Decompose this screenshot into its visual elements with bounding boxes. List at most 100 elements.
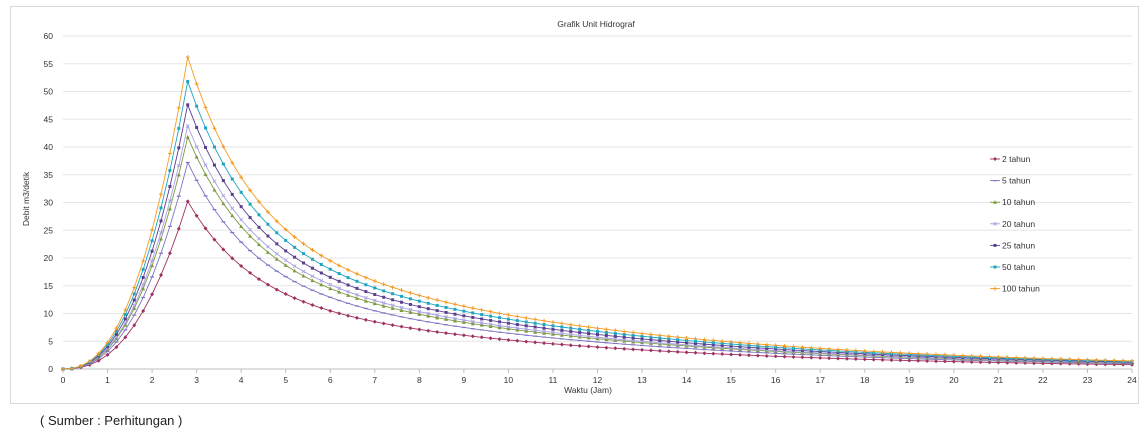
data-point (408, 310, 413, 314)
data-point (596, 332, 599, 336)
data-point (533, 325, 537, 329)
data-point (559, 333, 564, 337)
data-point (337, 286, 342, 291)
data-point (114, 329, 118, 333)
data-point (827, 346, 832, 351)
data-point (1049, 356, 1054, 361)
data-point (302, 252, 306, 256)
data-point (853, 357, 858, 362)
data-point (354, 271, 359, 276)
data-point (649, 338, 653, 342)
data-point (212, 187, 217, 192)
data-point (515, 338, 520, 343)
data-point (542, 341, 547, 346)
data-point (426, 307, 430, 311)
data-point (328, 282, 333, 287)
data-point (675, 335, 680, 340)
data-point (274, 251, 279, 256)
data-point (372, 301, 377, 306)
data-point (114, 326, 119, 331)
data-point (720, 341, 724, 345)
data-point (764, 342, 769, 347)
data-point (596, 329, 599, 333)
data-point (176, 172, 181, 177)
data-point (515, 323, 519, 327)
data-point (444, 300, 449, 305)
data-point (292, 264, 297, 269)
data-point (364, 290, 368, 294)
data-point (648, 341, 653, 345)
data-point (578, 331, 582, 335)
data-point (461, 318, 466, 323)
data-point (1112, 358, 1117, 363)
data-point (310, 266, 314, 270)
data-point (613, 346, 618, 351)
data-point (301, 269, 306, 274)
data-point (132, 285, 137, 290)
data-point (479, 323, 484, 327)
data-point (524, 324, 528, 328)
data-point (782, 354, 787, 359)
data-point (408, 290, 413, 295)
data-point (800, 345, 805, 350)
data-point (604, 333, 608, 337)
data-point (381, 301, 386, 305)
data-point (720, 339, 725, 344)
data-point (461, 320, 466, 324)
data-point (738, 340, 743, 345)
data-point (283, 263, 288, 267)
data-point (167, 199, 172, 204)
data-point (783, 348, 787, 352)
source-caption: ( Sumber : Perhitungan ) (40, 413, 183, 428)
data-point (301, 299, 306, 304)
data-point (444, 331, 449, 336)
data-point (239, 190, 243, 194)
data-point (221, 247, 226, 252)
data-point (176, 105, 181, 110)
data-point (747, 345, 751, 349)
data-point (337, 272, 341, 276)
data-point (292, 268, 297, 273)
data-point (773, 354, 778, 359)
data-point (471, 315, 475, 319)
data-point (373, 293, 377, 297)
data-point (61, 367, 65, 371)
data-point (373, 286, 377, 290)
data-point (604, 336, 609, 341)
data-point (310, 303, 315, 308)
data-point (853, 348, 858, 353)
y-tick-label: 55 (44, 59, 54, 69)
data-point (550, 332, 555, 336)
data-point (497, 311, 502, 316)
data-point (346, 267, 351, 272)
data-point (230, 177, 234, 181)
data-point (346, 276, 350, 280)
data-point (542, 326, 546, 330)
data-point (185, 135, 190, 139)
data-point (844, 356, 849, 361)
data-point (577, 333, 582, 338)
data-point (1005, 355, 1010, 360)
data-point (506, 321, 510, 325)
data-point (809, 345, 814, 350)
grid-lines (63, 35, 1132, 342)
data-point (363, 299, 368, 303)
legend-label: 5 tahun (1002, 176, 1031, 186)
y-tick-label: 40 (44, 142, 54, 152)
data-point (657, 348, 662, 353)
series-line (62, 56, 1133, 370)
data-point (729, 344, 733, 348)
data-point (524, 329, 529, 333)
data-point (372, 298, 377, 303)
data-point (302, 261, 306, 265)
x-tick-label: 13 (637, 375, 647, 385)
data-point (925, 352, 930, 357)
data-point (800, 349, 804, 353)
data-point (185, 123, 190, 128)
data-point (248, 227, 252, 232)
data-point (265, 250, 270, 254)
data-point (141, 286, 146, 291)
data-point (622, 335, 626, 339)
data-point (328, 308, 333, 313)
data-point (221, 162, 225, 166)
